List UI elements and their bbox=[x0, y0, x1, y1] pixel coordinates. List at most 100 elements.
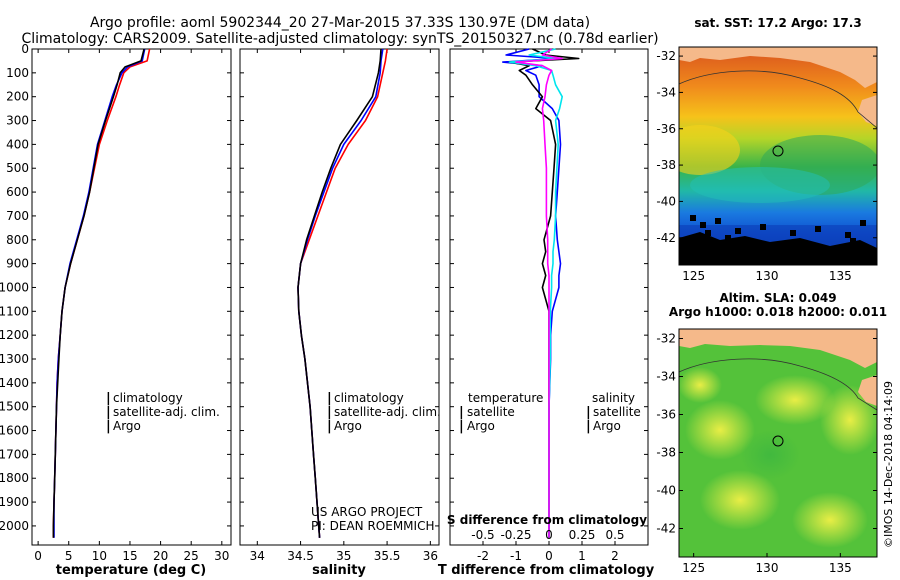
depth-tick-label: 300 bbox=[6, 114, 29, 128]
legend-t-satellite-label: satellite bbox=[467, 405, 515, 419]
sst-land-pixel bbox=[690, 215, 696, 221]
depth-tick-label: 1700 bbox=[0, 447, 29, 461]
sst-map-axis: -32 -34 -36 -38 -40 -42 125 130 135 bbox=[656, 49, 877, 283]
map-ytick-label: -36 bbox=[656, 408, 676, 422]
depth-tick-label: 1100 bbox=[0, 304, 29, 318]
sst-land-pixel bbox=[850, 238, 856, 244]
difference-series-s-satellite bbox=[508, 48, 564, 538]
sst-land-pixel bbox=[735, 228, 741, 234]
salinity-xtick-label: 35 bbox=[336, 549, 351, 563]
sst-cyan-patch bbox=[690, 167, 830, 203]
legend-climatology-marker: | bbox=[327, 391, 332, 406]
temperature-xtick-label: 10 bbox=[92, 549, 107, 563]
sst-land-pixel bbox=[815, 226, 821, 232]
depth-tick-label: 2000 bbox=[0, 519, 29, 533]
sst-land-pixel bbox=[700, 222, 706, 228]
sst-contour bbox=[679, 70, 877, 129]
depth-tick-label: 400 bbox=[6, 137, 29, 151]
temperature-xlabel: temperature (deg C) bbox=[56, 563, 206, 578]
sla-green-blob bbox=[740, 430, 800, 480]
difference-secondary-tick-label: 0.25 bbox=[569, 528, 596, 542]
sla-land-east bbox=[858, 375, 877, 406]
temperature-xtick-label: 5 bbox=[65, 549, 73, 563]
sla-argo-marker bbox=[772, 435, 784, 447]
sst-land-pixel bbox=[725, 235, 731, 241]
map-ytick-label: -34 bbox=[656, 85, 676, 99]
legend-s-argo-marker: | bbox=[586, 419, 591, 434]
difference-secondary-tick-label: -0.5 bbox=[471, 528, 494, 542]
sla-map-title-line1: Altim. SLA: 0.049 bbox=[719, 291, 836, 305]
depth-tick-label: 600 bbox=[6, 185, 29, 199]
sla-coastline-land bbox=[679, 329, 877, 368]
map-ytick-label: -40 bbox=[656, 484, 676, 498]
figure-title-line2: Climatology: CARS2009. Satellite-adjuste… bbox=[21, 31, 658, 47]
depth-tick-label: 1000 bbox=[0, 280, 29, 294]
legend-satellite-label: satellite-adj. clim. bbox=[334, 405, 441, 419]
legend-argo-label: Argo bbox=[334, 419, 362, 433]
salinity-series-argo bbox=[297, 48, 382, 538]
salinity-xtick-label: 34 bbox=[250, 549, 265, 563]
depth-tick-label: 1500 bbox=[0, 400, 29, 414]
difference-secondary-xlabel: S difference from climatology bbox=[447, 513, 647, 527]
legend-argo-marker: | bbox=[327, 419, 332, 434]
pi-watermark: PI: DEAN ROEMMICH bbox=[311, 519, 434, 533]
sla-yellow-blob bbox=[700, 470, 780, 530]
map-ytick-label: -40 bbox=[656, 194, 676, 208]
sst-land-pixel bbox=[705, 230, 711, 236]
map-ytick-label: -36 bbox=[656, 122, 676, 136]
depth-axis: 0 100 200 300 400 500 600 700 800 900 1000 1100 1200… bbox=[0, 42, 648, 533]
map-xtick-label: 135 bbox=[829, 561, 852, 575]
temperature-series-argo bbox=[52, 48, 145, 538]
depth-tick-label: 800 bbox=[6, 233, 29, 247]
temperature-chart: 0 5 10 15 20 25 30 bbox=[34, 48, 229, 563]
salinity-chart: 34 34.5 35 35.5 36 bbox=[250, 48, 438, 563]
sst-land-pixel bbox=[790, 230, 796, 236]
difference-xtick-label: -1 bbox=[510, 549, 522, 563]
salinity-panel-frame bbox=[239, 48, 440, 546]
map-ytick-label: -32 bbox=[656, 332, 676, 346]
difference-xtick-label: 1 bbox=[578, 549, 586, 563]
depth-tick-label: 700 bbox=[6, 209, 29, 223]
sla-map-axis: -32 -34 -36 -38 -40 -42 125 130 135 bbox=[656, 332, 877, 575]
sst-map-title: sat. SST: 17.2 Argo: 17.3 bbox=[694, 16, 861, 30]
difference-series-s-argo bbox=[515, 48, 564, 538]
sst-land-pixel bbox=[860, 220, 866, 226]
sla-map-frame bbox=[678, 328, 878, 558]
difference-secondary-tick-label: -0.25 bbox=[500, 528, 531, 542]
legend-climatology-label: climatology bbox=[334, 391, 404, 405]
sla-yellow-blob bbox=[685, 400, 755, 460]
map-xtick-label: 135 bbox=[829, 269, 852, 283]
depth-tick-label: 1300 bbox=[0, 352, 29, 366]
legend-argo-marker: | bbox=[106, 419, 111, 434]
sla-map bbox=[679, 329, 877, 557]
map-xtick-label: 130 bbox=[756, 269, 779, 283]
difference-xtick-label: -2 bbox=[477, 549, 489, 563]
difference-legend: temperature | satellite | Argo salinity … bbox=[459, 391, 641, 434]
depth-tick-label: 100 bbox=[6, 66, 29, 80]
sst-map-frame bbox=[678, 46, 878, 266]
map-ytick-label: -38 bbox=[656, 158, 676, 172]
legend-s-satellite-label: satellite bbox=[593, 405, 641, 419]
difference-secondary-tick-label: 0.5 bbox=[605, 528, 624, 542]
sst-land-pixel bbox=[845, 232, 851, 238]
map-ytick-label: -32 bbox=[656, 49, 676, 63]
depth-tick-label: 1900 bbox=[0, 495, 29, 509]
map-xtick-label: 130 bbox=[756, 561, 779, 575]
legend-t-argo-marker: | bbox=[459, 419, 464, 434]
map-ytick-label: -42 bbox=[656, 522, 676, 536]
legend-t-argo-label: Argo bbox=[467, 419, 495, 433]
salinity-xtick-label: 36 bbox=[423, 549, 438, 563]
depth-tick-label: 1800 bbox=[0, 471, 29, 485]
sla-contour bbox=[679, 358, 877, 411]
difference-xtick-label: 2 bbox=[611, 549, 619, 563]
figure-title-line1: Argo profile: aoml 5902344_20 27-Mar-201… bbox=[90, 15, 590, 31]
sla-yellow-blob bbox=[755, 375, 835, 425]
temperature-legend: | climatology | satellite-adj. clim. | A… bbox=[106, 391, 220, 434]
map-ytick-label: -42 bbox=[656, 231, 676, 245]
depth-tick-label: 1600 bbox=[0, 424, 29, 438]
sst-map bbox=[679, 47, 877, 265]
legend-argo-label: Argo bbox=[113, 419, 141, 433]
sla-yellow-blob bbox=[820, 385, 877, 455]
legend-satellite-marker: | bbox=[106, 405, 111, 420]
